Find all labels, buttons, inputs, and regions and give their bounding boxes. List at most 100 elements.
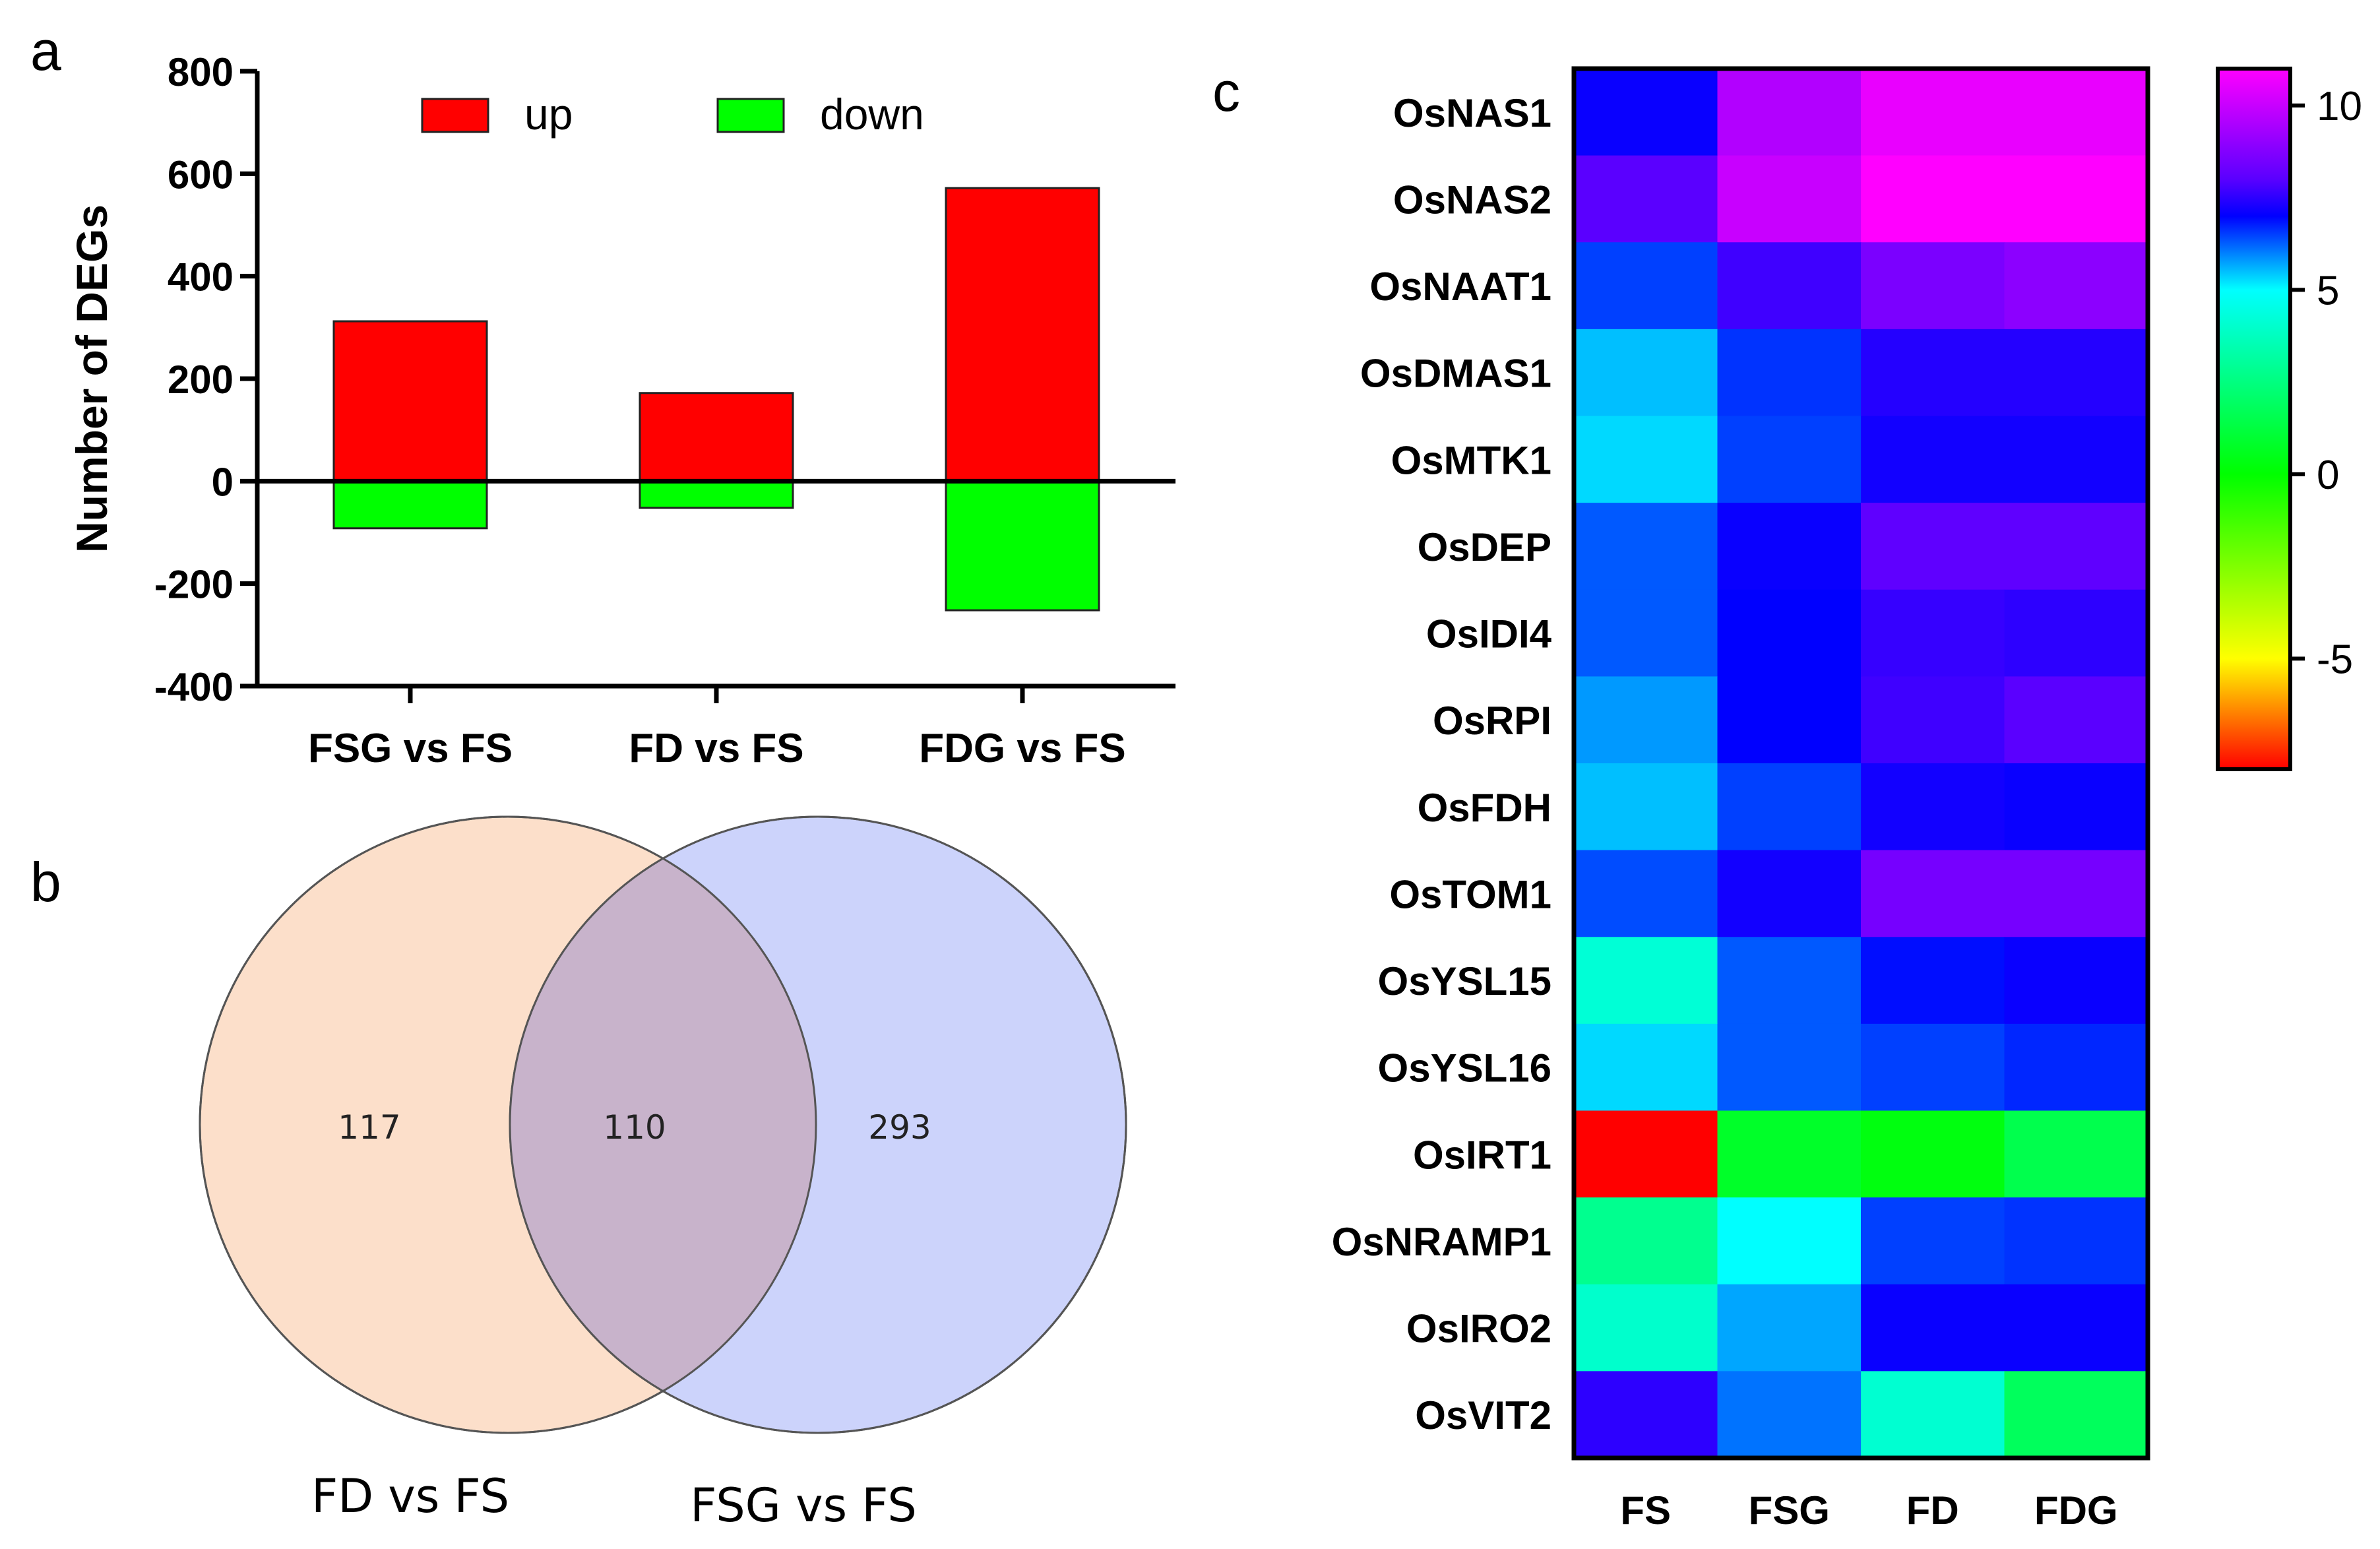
heatmap-cell [1574, 937, 1718, 1025]
legend-swatch-up [421, 98, 489, 133]
heatmap-cell [1574, 69, 1718, 156]
heatmap-cell [1574, 416, 1718, 503]
bars [332, 187, 1100, 612]
legend: up down [421, 90, 924, 139]
heatmap-cell [2004, 503, 2148, 590]
heatmap-cell [1717, 676, 1862, 764]
heatmap-cell [2004, 1197, 2148, 1285]
legend-label-down: down [820, 90, 924, 139]
heatmap-cell [1717, 850, 1862, 938]
bar-up-2 [945, 187, 1100, 482]
heatmap-cell [2004, 1371, 2148, 1459]
y-tick-label: -400 [154, 665, 234, 709]
venn-set-label-fd-vs-fs: FD vs FS [311, 1469, 509, 1523]
heatmap-cell [2004, 589, 2148, 678]
heatmap-cell [2004, 69, 2148, 156]
heatmap-cell [1717, 69, 1862, 156]
colorbar-tick-label: 10 [2317, 84, 2362, 129]
venn-outline-fsg-vs-fs [509, 815, 1127, 1434]
column-labels: FS FSG FD FDG [1620, 1488, 2117, 1533]
heatmap-cell [1861, 1197, 2005, 1285]
legend-label-up: up [524, 90, 573, 139]
heatmap-cell [1861, 937, 2005, 1025]
x-tick-label: FSG vs FS [308, 726, 513, 771]
heatmap-cell [2004, 1023, 2148, 1112]
row-label: OsYSL15 [1378, 959, 1551, 1003]
heatmap-cell [1717, 155, 1862, 243]
y-tick-label: 400 [168, 255, 234, 300]
venn-count-fd-only: 117 [338, 1108, 400, 1147]
bar-down-0 [332, 480, 488, 530]
heatmap-cell [1717, 1371, 1862, 1459]
heatmap-cell [1717, 1023, 1862, 1112]
heatmap-cell [1861, 1371, 2005, 1459]
heatmap-cell [1574, 589, 1718, 678]
heatmap-cell [1861, 69, 2005, 156]
y-tick-label: 0 [212, 460, 234, 504]
heatmap-cell [2004, 155, 2148, 243]
colorbar-gradient [2216, 67, 2292, 771]
heatmap-cell [1574, 850, 1718, 938]
heatmap-cell [1717, 329, 1862, 417]
column-label: FDG [2034, 1488, 2118, 1533]
heatmap-cell [2004, 416, 2148, 503]
venn-set-label-fsg-vs-fs: FSG vs FS [690, 1478, 917, 1533]
bar-up-0 [332, 320, 488, 482]
row-label: OsNRAMP1 [1332, 1220, 1551, 1264]
heatmap-cell [1717, 763, 1862, 851]
row-label: OsNAS1 [1393, 91, 1551, 135]
venn-count-fsg-only: 293 [868, 1108, 931, 1147]
x-tick-label: FD vs FS [629, 726, 803, 771]
heatmap-cell [1574, 1284, 1718, 1372]
heatmap-cell [1574, 503, 1718, 590]
panel-letter-c: c [1212, 61, 1240, 123]
colorbar-tick-label: 5 [2317, 268, 2339, 313]
row-label: OsIDI4 [1426, 612, 1552, 656]
row-label: OsVIT2 [1415, 1393, 1551, 1438]
y-tick-label: 600 [168, 152, 234, 197]
heatmap-cell [2004, 329, 2148, 417]
row-label: OsNAS2 [1393, 177, 1551, 222]
y-tick-label: 800 [168, 50, 234, 94]
heatmap-cell [2004, 676, 2148, 764]
y-axis-title: Number of DEGs [67, 205, 116, 553]
heatmap-cell [1574, 155, 1718, 243]
heatmap-cell [1861, 242, 2005, 330]
venn-count-overlap: 110 [603, 1108, 666, 1147]
row-label: OsDEP [1418, 525, 1551, 569]
column-label: FSG [1749, 1488, 1830, 1533]
heatmap-cell [1574, 676, 1718, 764]
row-label: OsYSL16 [1378, 1046, 1551, 1091]
heatmap-cell [1861, 1023, 2005, 1112]
y-tick-label: 200 [168, 358, 234, 402]
bar-down-1 [639, 480, 794, 509]
heatmap-cell [1861, 763, 2005, 851]
heatmap-cell [2004, 1284, 2148, 1372]
heatmap-cell [1717, 416, 1862, 503]
heatmap-cell [1861, 676, 2005, 764]
heatmap-cell [1861, 589, 2005, 678]
colorbar-tick-label: -5 [2317, 637, 2353, 682]
heatmap-cell [1574, 1110, 1718, 1198]
heatmap-border [1571, 66, 2150, 1461]
heatmap-cell [1574, 1197, 1718, 1285]
row-label: OsIRO2 [1406, 1307, 1551, 1351]
heatmap-cell [1861, 850, 2005, 938]
heatmap-cell [1717, 589, 1862, 678]
heatmap-cell [2004, 1110, 2148, 1198]
row-label: OsRPI [1433, 699, 1551, 743]
heatmap-cell [1861, 503, 2005, 590]
heatmap-cell [1574, 1023, 1718, 1112]
heatmap-cell [1717, 937, 1862, 1025]
row-labels: OsNAS1 OsNAS2 OsNAAT1 OsDMAS1 OsMTK1 OsDEP OsI… [1332, 91, 1552, 1438]
colorbar: 10 5 0 -5 [2216, 67, 2362, 771]
heatmap-cell [1861, 416, 2005, 503]
row-label: OsDMAS1 [1360, 352, 1551, 396]
colorbar-tick-label: 0 [2317, 453, 2339, 498]
column-label: FD [1906, 1488, 1959, 1533]
bar-up-1 [639, 392, 794, 482]
row-label: OsFDH [1418, 786, 1551, 830]
heatmap-cell [1574, 1371, 1718, 1459]
heatmap-cell [1861, 329, 2005, 417]
